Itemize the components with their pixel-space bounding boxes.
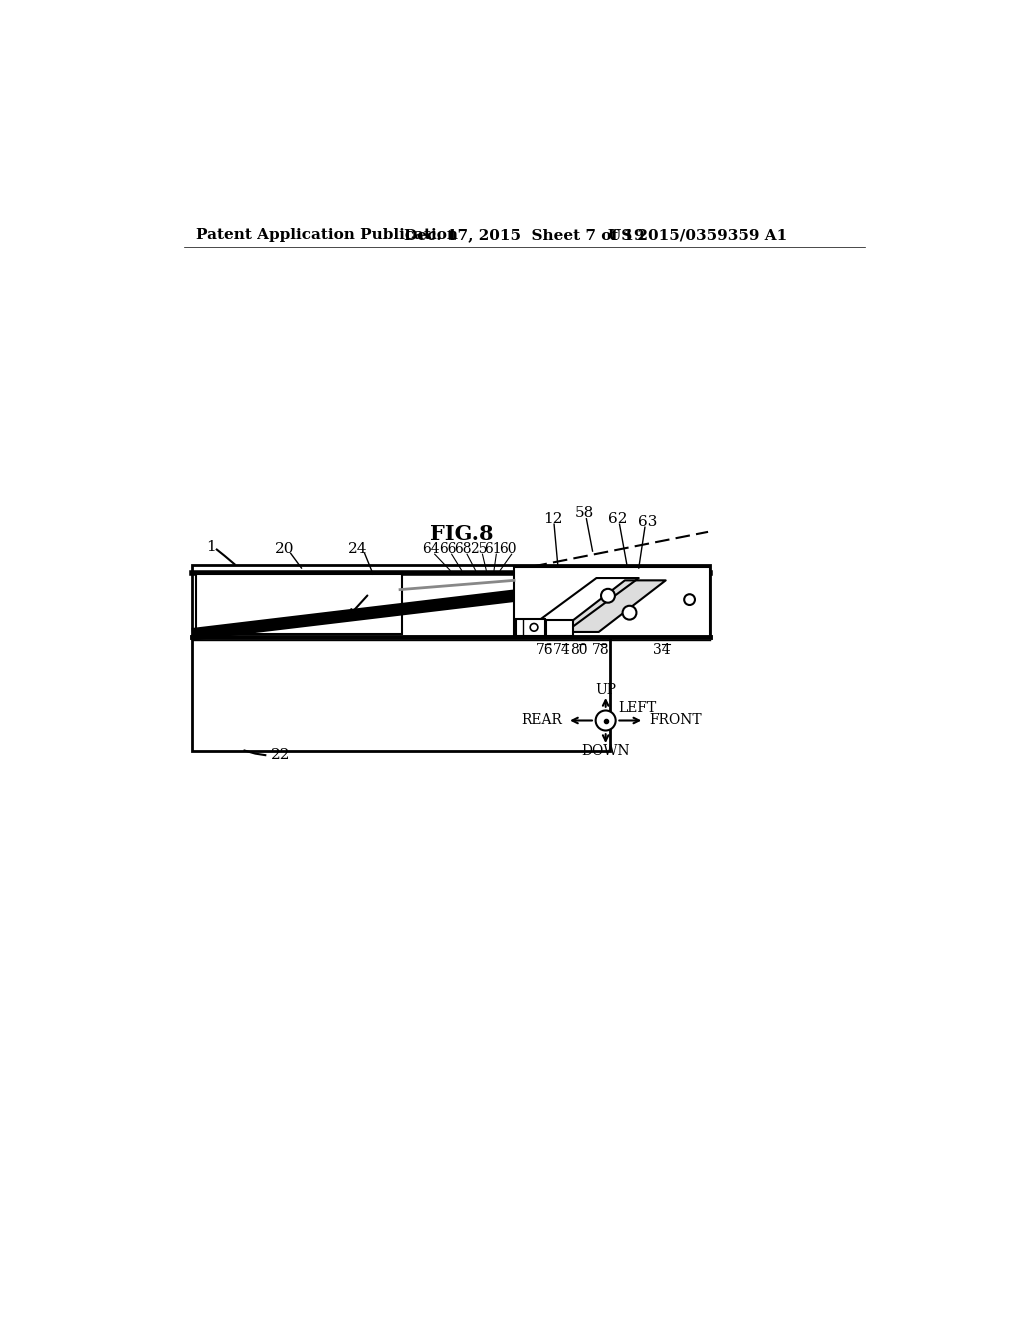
Circle shape — [623, 606, 637, 619]
Polygon shape — [558, 581, 666, 632]
Bar — [193, 638, 609, 751]
Text: 12: 12 — [543, 512, 562, 525]
Text: 63: 63 — [638, 515, 657, 529]
Text: 24: 24 — [348, 541, 368, 556]
Text: DOWN: DOWN — [582, 744, 630, 758]
Text: 1: 1 — [207, 540, 216, 554]
Text: 34: 34 — [653, 643, 671, 656]
Text: 80: 80 — [570, 643, 588, 656]
Text: 66: 66 — [439, 541, 457, 556]
Text: 68: 68 — [455, 541, 472, 556]
Bar — [514, 566, 710, 638]
Text: 22: 22 — [270, 748, 290, 762]
Text: Patent Application Publication: Patent Application Publication — [196, 228, 458, 243]
Text: 64: 64 — [422, 541, 439, 556]
Text: 60: 60 — [499, 541, 517, 556]
Text: 74: 74 — [553, 643, 570, 656]
Text: US 2015/0359359 A1: US 2015/0359359 A1 — [608, 228, 787, 243]
Circle shape — [596, 710, 615, 730]
Text: UP: UP — [595, 682, 616, 697]
Bar — [193, 565, 710, 638]
Text: 25: 25 — [470, 541, 487, 556]
Circle shape — [684, 594, 695, 605]
Circle shape — [530, 623, 538, 631]
Polygon shape — [523, 578, 639, 632]
Text: FRONT: FRONT — [649, 714, 702, 727]
Text: 58: 58 — [575, 506, 595, 520]
Text: 62: 62 — [608, 512, 628, 525]
Text: Dec. 17, 2015  Sheet 7 of 19: Dec. 17, 2015 Sheet 7 of 19 — [403, 228, 644, 243]
Bar — [547, 620, 573, 636]
Text: 20: 20 — [274, 541, 294, 556]
Text: 78: 78 — [592, 643, 609, 656]
Text: REAR: REAR — [521, 714, 562, 727]
Bar — [196, 574, 401, 635]
Text: FIG.8: FIG.8 — [430, 524, 494, 544]
Circle shape — [601, 589, 614, 603]
Text: LEFT: LEFT — [617, 701, 656, 715]
Bar — [515, 619, 545, 636]
Text: 61: 61 — [483, 541, 502, 556]
Text: 76: 76 — [536, 643, 554, 656]
